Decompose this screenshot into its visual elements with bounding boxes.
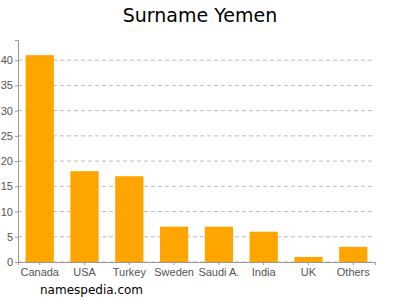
grid-line (18, 135, 375, 136)
y-tick: 0 (7, 256, 18, 268)
x-tick-label: Saudi A. (198, 266, 239, 278)
y-tick-label: 40 (1, 54, 13, 66)
y-tick-label: 0 (7, 256, 13, 268)
x-tick-mark (129, 262, 130, 265)
x-tick-label: Turkey (113, 266, 147, 278)
y-tick: 5 (7, 231, 18, 243)
y-tick: 25 (1, 130, 18, 142)
x-tick: Saudi A. (198, 262, 239, 278)
bar (160, 227, 188, 262)
bars (26, 55, 368, 262)
y-tick-mark (15, 85, 18, 86)
y-tick-label: 5 (7, 231, 13, 243)
x-tick-mark (84, 262, 85, 265)
source: namespedia.com (40, 283, 143, 297)
x-tick: USA (73, 262, 96, 278)
x-tick-mark (263, 262, 264, 265)
x-tick-label: Sweden (154, 266, 194, 278)
plot: 0 5 10 15 20 25 30 35 40 Canada USA Turkey Sweden Sau… (1, 41, 376, 278)
x-axis-line (19, 263, 376, 266)
y-tick-mark (15, 136, 18, 137)
bar (26, 55, 54, 262)
grid (18, 60, 375, 262)
x-tick: Turkey (113, 262, 147, 278)
x-tick: India (252, 262, 277, 278)
bar (115, 176, 143, 262)
x-tick: Canada (20, 262, 59, 278)
x-tick: Sweden (154, 262, 194, 278)
y-tick-mark (15, 60, 18, 61)
y-axis-line (15, 41, 19, 263)
y-tick: 10 (1, 206, 18, 218)
grid-line (18, 60, 375, 61)
x-tick: Others (337, 262, 371, 278)
bar (250, 232, 278, 262)
grid-line (18, 110, 375, 111)
x-tick-label: Others (337, 266, 371, 278)
y-tick-label: 20 (1, 155, 13, 167)
y-tick-mark (15, 262, 18, 263)
title: Surname Yemen (123, 4, 278, 26)
x-tick-mark (353, 262, 354, 265)
x-tick-label: UK (301, 266, 317, 278)
x-tick-mark (174, 262, 175, 265)
bar (70, 171, 98, 262)
y-tick-mark (15, 186, 18, 187)
y-tick-label: 10 (1, 206, 13, 218)
x-tick-label: Canada (20, 266, 59, 278)
chart: 0 5 10 15 20 25 30 35 40 Canada USA Turkey Sweden Sau… (0, 0, 400, 300)
x-tick-label: USA (73, 266, 96, 278)
bar (205, 227, 233, 262)
y-tick: 35 (1, 79, 18, 91)
y-axis: 0 5 10 15 20 25 30 35 40 (1, 41, 19, 269)
y-tick-label: 25 (1, 130, 13, 142)
y-tick: 30 (1, 105, 18, 117)
y-tick-mark (15, 161, 18, 162)
y-tick-mark (15, 212, 18, 213)
x-tick-mark (39, 262, 40, 265)
x-axis: Canada USA Turkey Sweden Saudi A. India UK Othe… (19, 262, 376, 278)
bar (339, 247, 367, 262)
grid-line (18, 161, 375, 162)
y-tick: 40 (1, 54, 18, 66)
y-tick-mark (15, 237, 18, 238)
x-tick-mark (218, 262, 219, 265)
y-tick-label: 15 (1, 180, 13, 192)
grid-line (18, 85, 375, 86)
bar (294, 257, 322, 262)
y-tick: 15 (1, 180, 18, 192)
x-tick: UK (301, 262, 317, 278)
y-tick-label: 35 (1, 79, 13, 91)
y-tick: 20 (1, 155, 18, 167)
x-tick-label: India (252, 266, 277, 278)
y-tick-label: 30 (1, 105, 13, 117)
y-tick-mark (15, 111, 18, 112)
x-tick-mark (308, 262, 309, 265)
